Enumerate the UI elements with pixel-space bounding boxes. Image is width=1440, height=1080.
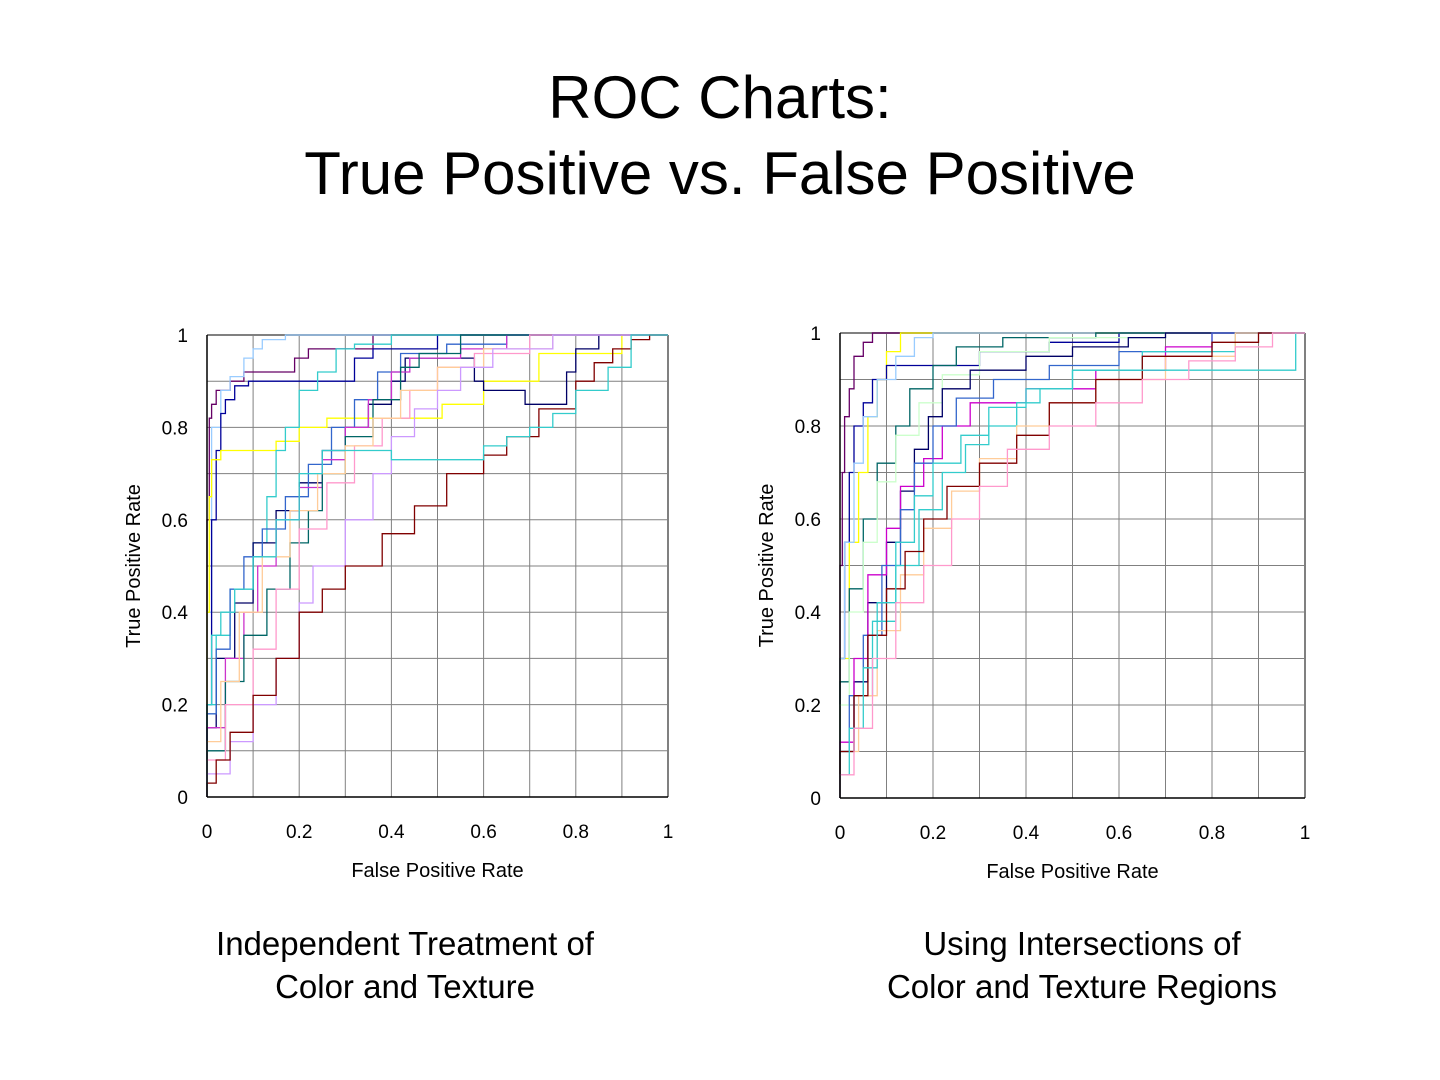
left-series-s2 xyxy=(206,334,668,797)
left-x-tick-label: 1 xyxy=(663,822,674,843)
right-series-s1 xyxy=(839,332,1305,798)
right-y-tick-label: 1 xyxy=(810,324,821,345)
caption-right-line2: Color and Texture Regions xyxy=(886,968,1278,1005)
right-series-s4 xyxy=(839,332,1305,798)
left-series-s3 xyxy=(206,334,668,797)
slide-title-line2: True Positive vs. False Positive xyxy=(304,140,1136,207)
left-series-s6 xyxy=(206,334,668,797)
right-chart-group: 0 0.2 0.4 0.6 0.8 1 0 0.2 0.4 0.6 0.8 1 False Positi… xyxy=(756,324,1310,883)
caption-left-line2: Color and Texture xyxy=(275,968,535,1005)
caption-right: Using Intersections of Color and Texture… xyxy=(802,922,1362,1008)
right-y-tick-label: 0.8 xyxy=(795,417,821,438)
left-y-tick-label: 0.6 xyxy=(162,511,188,532)
left-y-tick-label: 0.2 xyxy=(162,696,188,717)
right-series-s14 xyxy=(839,332,1305,798)
right-x-tick-label: 0 xyxy=(835,823,846,844)
right-y-tick-label: 0 xyxy=(810,789,821,810)
right-x-tick-label: 1 xyxy=(1300,823,1311,844)
left-chart-group: 0 0.2 0.4 0.6 0.8 1 0 0.2 0.4 0.6 0.8 1 False Positi… xyxy=(123,326,673,882)
right-x-tick-label: 0.4 xyxy=(1013,823,1040,844)
left-y-tick-label: 0.8 xyxy=(162,418,188,439)
left-series-s14 xyxy=(206,334,668,797)
right-x-tick-label: 0.8 xyxy=(1199,823,1225,844)
left-series-s4 xyxy=(206,334,668,797)
left-x-tick-label: 0.6 xyxy=(470,822,496,843)
right-x-axis-label: False Positive Rate xyxy=(986,861,1158,883)
left-series-s9 xyxy=(206,334,668,797)
right-x-tick-label: 0.6 xyxy=(1106,823,1132,844)
left-x-tick-label: 0.2 xyxy=(286,822,312,843)
right-series-s6 xyxy=(839,332,1305,798)
left-y-axis-label: True Positive Rate xyxy=(123,484,145,648)
left-y-tick-label: 0.4 xyxy=(162,603,189,624)
right-x-tick-label: 0.2 xyxy=(920,823,946,844)
left-x-tick-label: 0.4 xyxy=(378,822,405,843)
right-y-axis-label: True Positive Rate xyxy=(756,484,778,648)
right-series-s5 xyxy=(839,332,1305,798)
left-y-tick-label: 1 xyxy=(177,326,188,347)
right-series-s13 xyxy=(839,332,1305,798)
left-series-s13 xyxy=(206,334,668,797)
right-y-tick-label: 0.4 xyxy=(795,603,822,624)
caption-left: Independent Treatment of Color and Textu… xyxy=(125,922,685,1008)
caption-left-line1: Independent Treatment of xyxy=(216,925,594,962)
caption-right-line1: Using Intersections of xyxy=(923,925,1241,962)
right-y-tick-label: 0.2 xyxy=(795,696,821,717)
left-x-axis-label: False Positive Rate xyxy=(351,860,523,882)
right-y-tick-label: 0.6 xyxy=(795,510,821,531)
left-y-tick-label: 0 xyxy=(177,788,188,809)
left-x-tick-label: 0 xyxy=(202,822,213,843)
slide-title-line1: ROC Charts: xyxy=(548,64,892,131)
left-x-tick-label: 0.8 xyxy=(563,822,589,843)
